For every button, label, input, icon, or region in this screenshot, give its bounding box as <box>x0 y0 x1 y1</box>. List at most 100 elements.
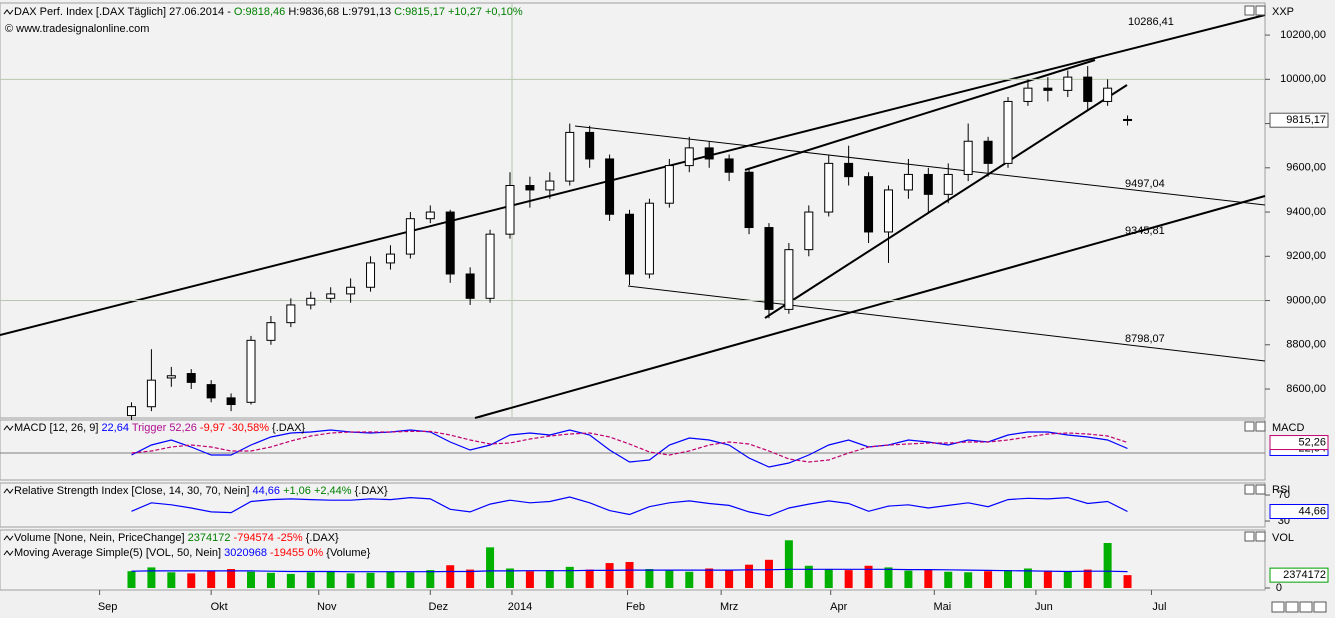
volume-bar <box>1023 568 1032 588</box>
trendlines <box>0 14 1266 419</box>
button[interactable] <box>1313 601 1327 613</box>
header-part: 3020968 <box>224 547 267 559</box>
panel-header: Moving Average Simple(5) [VOL, 50, Nein]… <box>14 547 371 559</box>
button[interactable] <box>1244 421 1255 432</box>
candle-body <box>246 339 256 403</box>
volume-bar <box>645 569 654 588</box>
y-tick-label: 9000,00 <box>1286 294 1326 306</box>
value-tag-label: 9815,17 <box>1286 114 1326 126</box>
candle-body <box>126 406 136 417</box>
y-tick-label: 0 <box>1276 582 1282 594</box>
volume-bar <box>545 570 554 588</box>
panel-header: Volume [None, Nein, PriceChange] 2374172… <box>14 532 339 544</box>
panel-header: DAX Perf. Index [.DAX Täglich] 27.06.201… <box>14 6 523 18</box>
volume-bar <box>167 572 176 588</box>
header-part: {.DAX} <box>269 422 305 434</box>
volume-bar <box>764 559 773 588</box>
candle-body <box>385 253 395 264</box>
volume-bar <box>466 569 475 588</box>
value-tag <box>1269 435 1329 451</box>
candle-body <box>186 373 196 383</box>
volume-bar <box>306 572 315 588</box>
button[interactable] <box>1255 5 1266 16</box>
volume-bar <box>705 568 714 588</box>
trendline <box>0 14 1266 336</box>
candle-body <box>1023 87 1033 102</box>
button[interactable] <box>1271 601 1285 613</box>
candle-body <box>1043 87 1053 91</box>
volume-bar <box>346 573 355 588</box>
candle-body <box>346 286 356 295</box>
volume-bar <box>1083 569 1092 588</box>
header-part: Trigger 52,26 <box>129 422 197 434</box>
indicator-line <box>131 429 1128 468</box>
candle-body <box>724 158 734 173</box>
panel-buttons[interactable] <box>1244 5 1327 613</box>
volume-bar <box>864 565 873 588</box>
button[interactable] <box>1244 5 1255 16</box>
button[interactable] <box>1285 601 1299 613</box>
volume-bar <box>725 569 734 588</box>
button[interactable] <box>1255 531 1266 542</box>
x-tick-label: Feb <box>626 601 645 613</box>
trendline <box>474 195 1266 419</box>
header-part: {.DAX} <box>352 485 388 497</box>
indicator-line <box>131 430 1128 463</box>
y-tick-label: 9200,00 <box>1286 250 1326 262</box>
header-part: -19455 0% <box>267 547 323 559</box>
candle-body <box>545 180 555 191</box>
button[interactable] <box>1244 484 1255 495</box>
y-tick-label: 8800,00 <box>1286 339 1326 351</box>
rsi-panel <box>0 482 1266 528</box>
button[interactable] <box>1255 421 1266 432</box>
volume-bar <box>804 565 813 588</box>
value-tag-label: 44,66 <box>1298 505 1326 517</box>
candle-body <box>306 297 316 306</box>
indicator-icon <box>3 535 14 541</box>
candle-body <box>903 173 913 191</box>
candle-body <box>943 173 953 195</box>
candle-body <box>206 384 216 399</box>
header-part: +1,06 +2,44% <box>280 485 352 497</box>
copyright: © www.tradesignalonline.com <box>5 23 149 35</box>
axis-name: MACD <box>1272 422 1304 434</box>
button[interactable] <box>1255 484 1266 495</box>
candle-body <box>525 185 535 191</box>
annotation: 9497,04 <box>1125 178 1165 190</box>
value-tag <box>1269 503 1329 519</box>
candle-body <box>804 211 814 251</box>
volume-bar <box>486 547 495 588</box>
candle-body <box>146 379 156 408</box>
volume-bar <box>904 570 913 588</box>
value-tag-label: 52,26 <box>1298 436 1326 448</box>
candle-body <box>1103 87 1113 102</box>
header-part: {.DAX} <box>303 532 339 544</box>
moving-average-line <box>131 568 1128 573</box>
volume-bar <box>1063 571 1072 588</box>
x-tick-label: Sep <box>98 601 118 613</box>
value-tag <box>1269 567 1329 583</box>
candle-body <box>1063 76 1073 91</box>
candle-body <box>1123 118 1133 121</box>
indicator-icon <box>3 425 14 431</box>
y-tick-label: 70 <box>1278 489 1290 501</box>
macd-panel <box>0 419 1266 481</box>
candle-body <box>844 162 854 178</box>
header-part: 22,64 <box>101 422 129 434</box>
volume-bar <box>207 570 216 588</box>
volume-bar <box>1103 543 1112 588</box>
volume-bar <box>844 570 853 588</box>
y-tick-label: 10000,00 <box>1280 73 1326 85</box>
header-part: -794574 -25% <box>230 532 302 544</box>
axis-name: RSI <box>1272 484 1290 496</box>
header-part: H:9836,68 L:9791,13 <box>285 6 394 18</box>
button[interactable] <box>1244 531 1255 542</box>
volume-bar <box>426 570 435 588</box>
volume-bar <box>685 571 694 588</box>
volume-bar <box>884 567 893 588</box>
volume-bar <box>924 569 933 588</box>
volume-bar <box>446 565 455 588</box>
button[interactable] <box>1299 601 1313 613</box>
candle-body <box>963 140 973 175</box>
volume-bar <box>565 566 574 588</box>
